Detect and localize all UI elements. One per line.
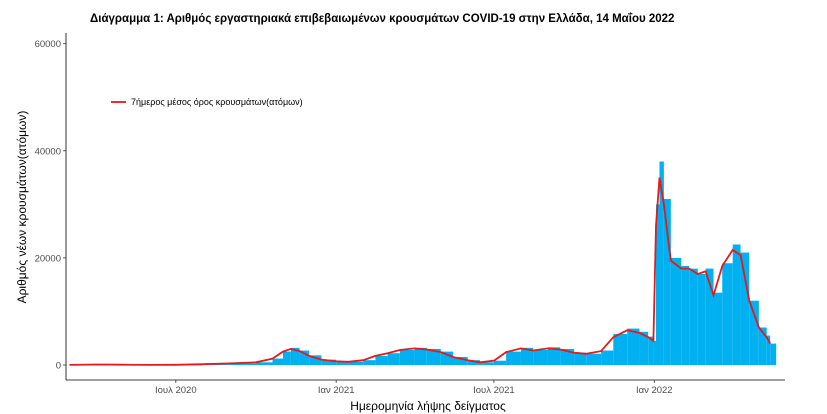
x-axis-label: Ημερομηνία λήψης δείγματος <box>350 399 506 413</box>
bar <box>613 333 628 365</box>
x-tick-label: Ιαν 2021 <box>318 385 355 396</box>
x-ticks: Ιουλ 2020 Ιαν 2021 Ιουλ 2021 Ιαν 2022 <box>155 380 673 396</box>
x-tick-label: Ιουλ 2021 <box>473 385 515 396</box>
bar <box>299 350 310 365</box>
legend-label: 7ήμερος μέσος όρος κρουσμάτων(ατόμων) <box>131 97 303 107</box>
bar <box>290 347 300 365</box>
bar <box>467 360 480 365</box>
bar <box>601 350 614 365</box>
bar <box>639 331 649 365</box>
y-axis-label: Αριθμός νέων κρουσμάτων(ατόμων) <box>15 111 29 304</box>
bar <box>749 300 759 365</box>
y-tick-label: 0 <box>56 361 61 372</box>
bar <box>547 347 561 365</box>
chart-title: Διάγραμμα 1: Αριθμός εργαστηριακά επιβεβ… <box>90 13 674 25</box>
x-tick-label: Ιαν 2022 <box>636 385 673 396</box>
bar <box>255 362 273 365</box>
y-ticks: 0 20000 40000 60000 <box>35 39 66 372</box>
bar <box>533 350 548 365</box>
bar <box>272 358 284 365</box>
bar <box>399 350 415 365</box>
bar <box>705 268 714 365</box>
bar <box>321 359 337 365</box>
bar <box>560 348 575 365</box>
bar <box>414 347 427 365</box>
bar <box>681 265 690 365</box>
bar <box>426 348 441 365</box>
bar <box>506 351 521 365</box>
plot-area <box>69 161 777 366</box>
bar <box>574 352 587 365</box>
bar <box>387 353 400 365</box>
bar <box>732 244 741 365</box>
legend: 7ήμερος μέσος όρος κρουσμάτων(ατόμων) <box>111 97 303 107</box>
bar <box>713 292 723 365</box>
x-tick-label: Ιουλ 2020 <box>155 385 197 396</box>
bar <box>336 361 349 365</box>
bar <box>648 336 654 365</box>
bar <box>758 327 767 365</box>
bar <box>659 161 664 365</box>
y-tick-label: 60000 <box>35 39 61 50</box>
bar <box>479 362 494 365</box>
bar <box>722 263 733 365</box>
bar <box>452 356 468 365</box>
bar <box>375 355 388 365</box>
bar <box>229 363 256 365</box>
bar <box>663 199 671 365</box>
bar <box>309 355 322 365</box>
y-tick-label: 40000 <box>35 146 61 157</box>
bar <box>656 204 660 365</box>
bar <box>586 353 602 365</box>
bar <box>689 268 698 365</box>
bar <box>740 252 750 365</box>
bar <box>493 360 507 365</box>
bar <box>697 273 706 365</box>
y-tick-label: 20000 <box>35 253 61 264</box>
bar <box>670 257 682 365</box>
bar <box>348 361 364 365</box>
bar <box>653 340 657 365</box>
bar-series <box>69 161 777 366</box>
bar <box>363 360 376 365</box>
bar <box>770 343 777 365</box>
bar <box>520 347 534 365</box>
bar <box>283 351 291 365</box>
moving-average-line <box>69 177 771 366</box>
bar <box>627 328 640 365</box>
bar <box>766 335 771 365</box>
